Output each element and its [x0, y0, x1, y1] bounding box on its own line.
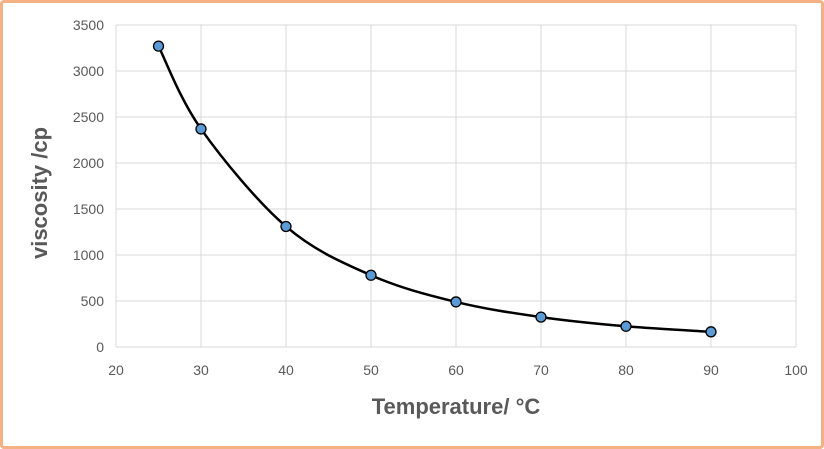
y-tick-labels: 0 500 1000 1500 2000 2500 3000 3500: [73, 17, 104, 355]
y-tick-label: 2500: [73, 109, 104, 125]
x-axis-title: Temperature/ °C: [372, 394, 541, 419]
y-tick-label: 3000: [73, 63, 104, 79]
x-tick-label: 30: [193, 362, 209, 378]
x-tick-label: 40: [278, 362, 294, 378]
y-tick-label: 1500: [73, 201, 104, 217]
y-tick-label: 3500: [73, 17, 104, 33]
y-axis-title: viscosity /cp: [27, 127, 52, 259]
data-point: [195, 123, 207, 135]
gridlines: [115, 24, 797, 348]
x-tick-label: 60: [448, 362, 464, 378]
x-tick-label: 70: [533, 362, 549, 378]
data-point: [620, 320, 632, 332]
x-tick-label: 90: [703, 362, 719, 378]
data-point: [450, 296, 462, 308]
data-point: [535, 311, 547, 323]
x-tick-label: 50: [363, 362, 379, 378]
series-points: [152, 40, 717, 338]
x-tick-label: 20: [108, 362, 124, 378]
data-point: [152, 40, 165, 52]
x-tick-labels: 20 30 40 50 60 70 80 90 100: [108, 362, 808, 378]
y-tick-label: 2000: [73, 155, 104, 171]
y-tick-label: 1000: [73, 247, 104, 263]
series-curve: [157, 45, 712, 334]
y-tick-label: 500: [81, 293, 105, 309]
data-point: [280, 220, 292, 233]
y-tick-label: 0: [96, 339, 104, 355]
data-point: [705, 326, 717, 338]
data-point: [365, 269, 377, 281]
x-tick-label: 80: [618, 362, 634, 378]
x-tick-label: 100: [784, 362, 808, 378]
